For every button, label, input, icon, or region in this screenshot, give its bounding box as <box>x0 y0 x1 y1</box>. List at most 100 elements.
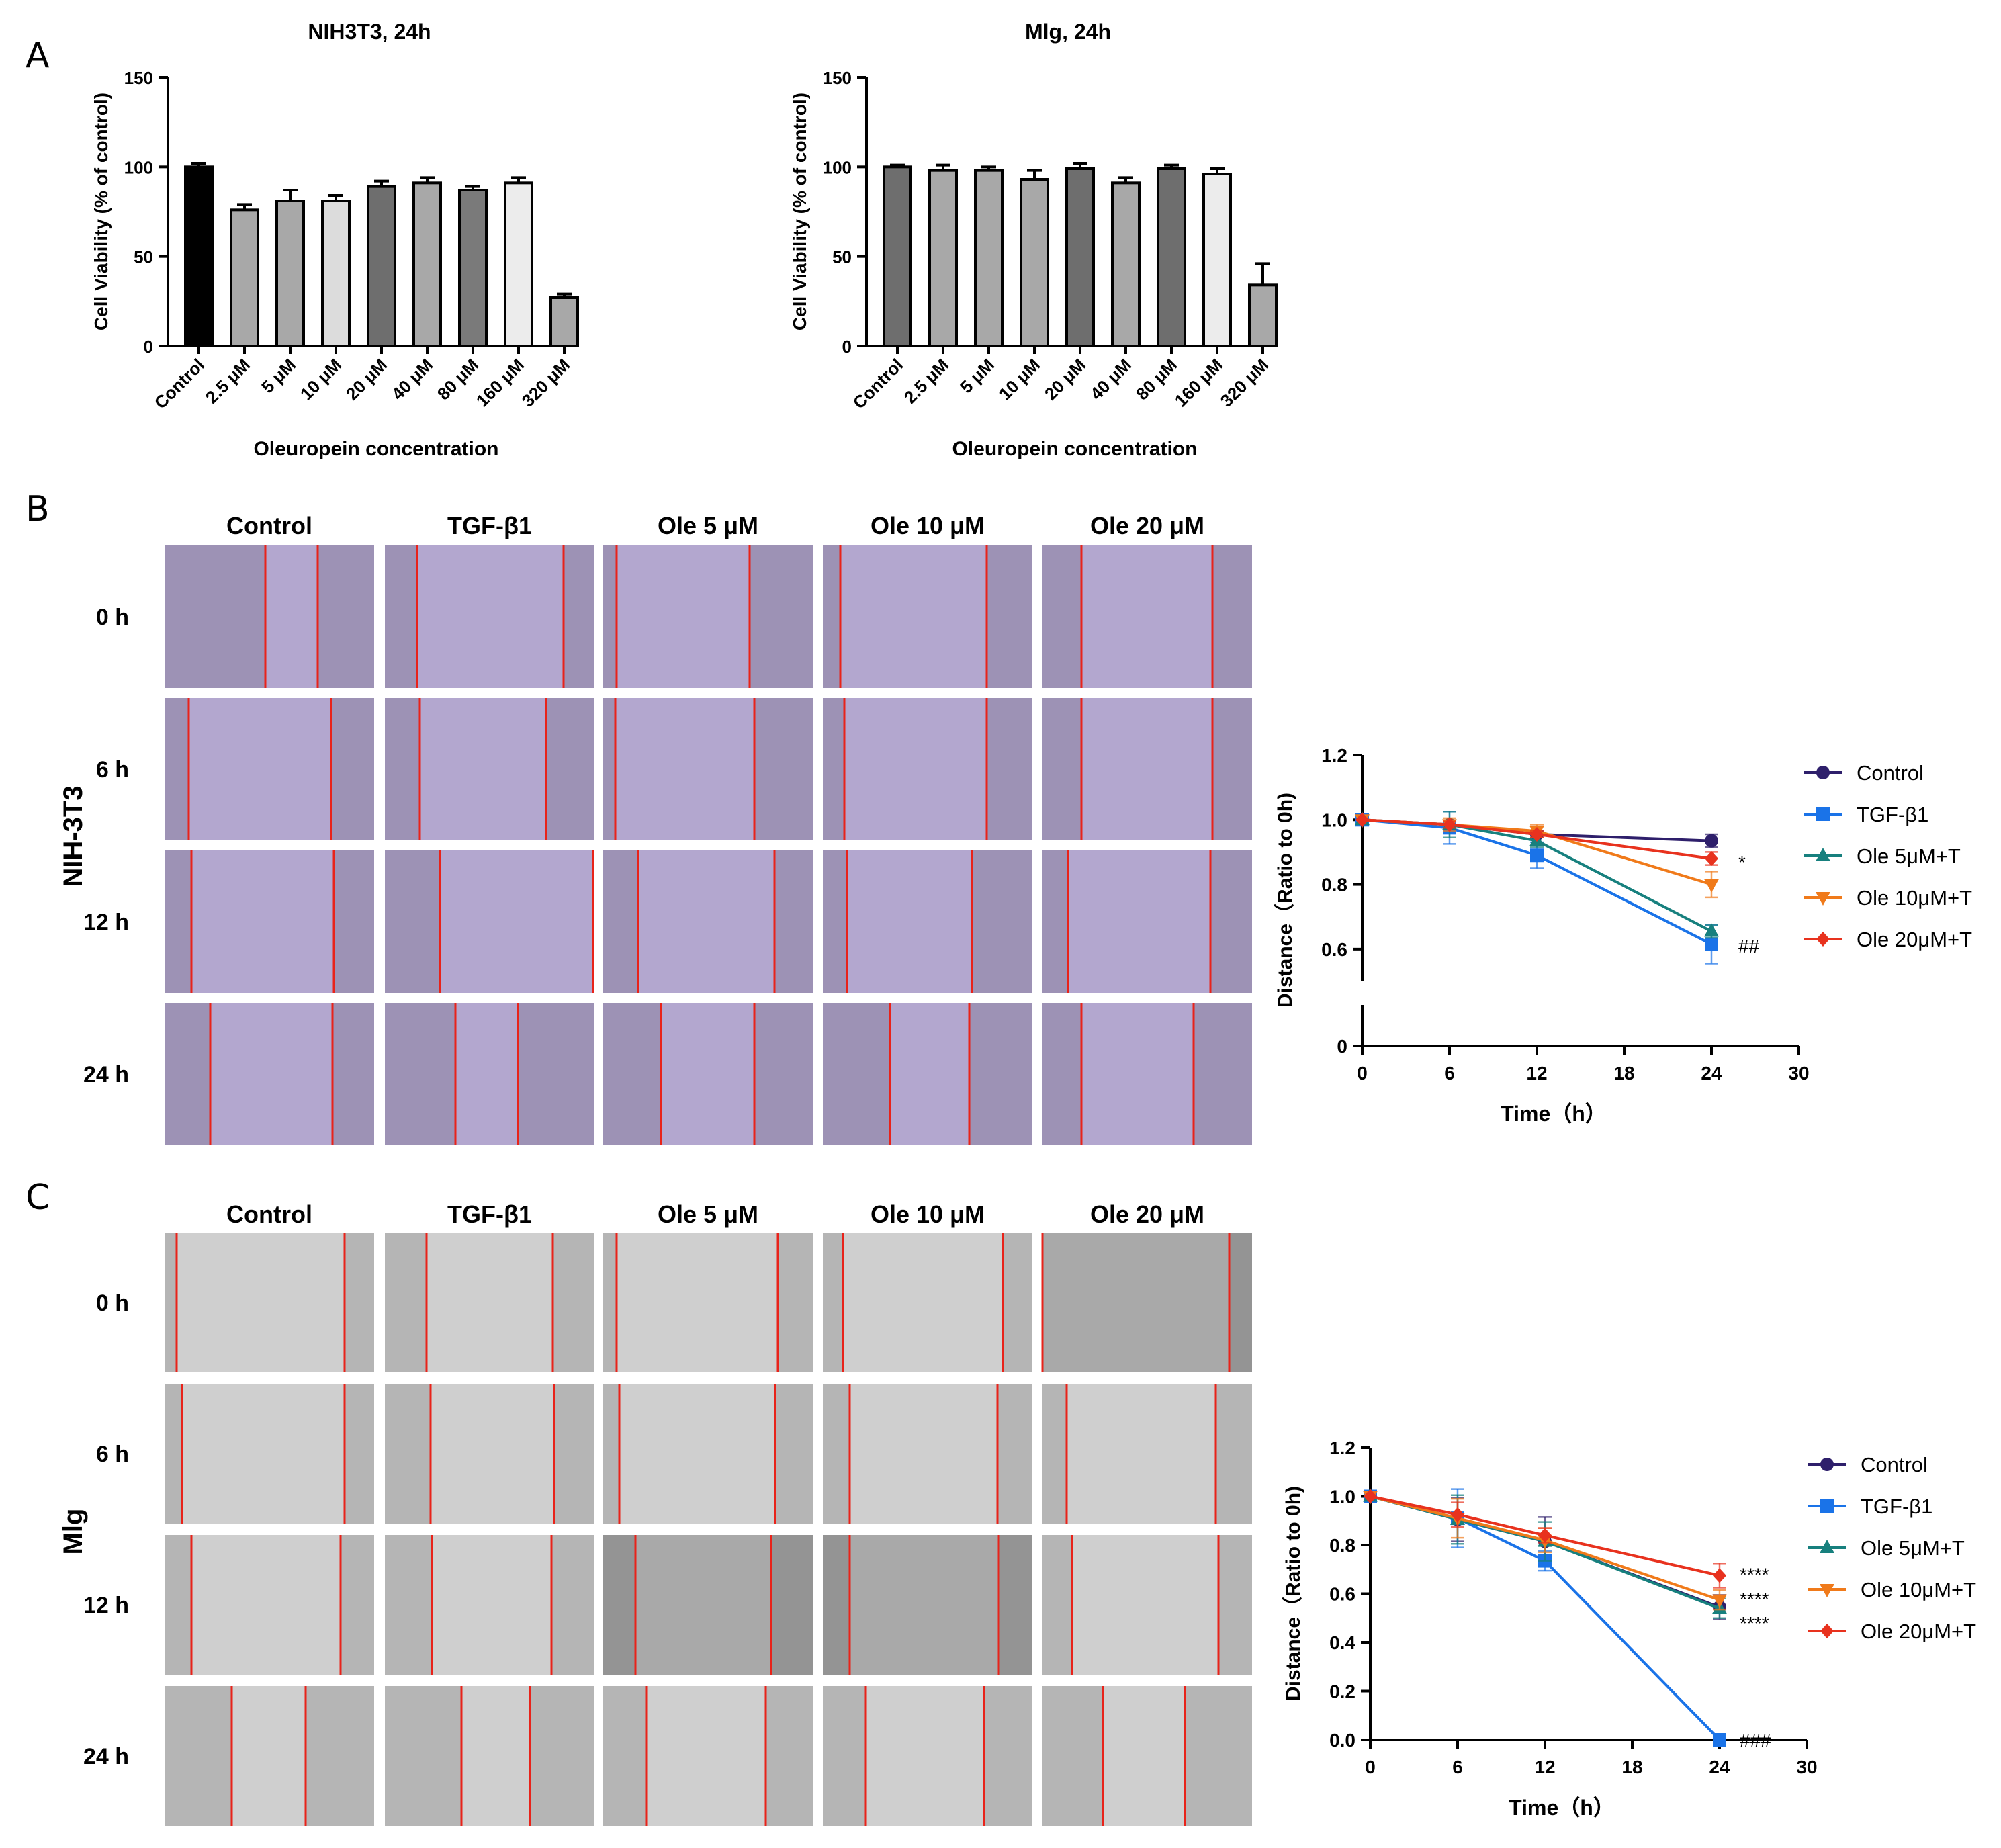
data-point-diamond <box>1451 1507 1464 1522</box>
cell-layer-left <box>1042 545 1081 688</box>
line-chart-mlg: 0 6 12 18 24 30 0.0 0.2 0.4 0.6 0.8 1.0 1.2 Time（h） Di… <box>1282 1438 1976 1820</box>
micrograph <box>385 850 594 993</box>
panel-letter-a: A <box>26 36 50 76</box>
micrograph <box>165 1384 374 1524</box>
cell-layer-right <box>778 1233 813 1372</box>
micrograph <box>1042 1535 1252 1675</box>
series-line <box>1370 1495 1720 1601</box>
cell-layer-left <box>603 1384 619 1524</box>
cell-layer-right <box>1210 850 1252 993</box>
cell-layer-right <box>1212 545 1252 688</box>
cell-layer-right <box>530 1686 594 1826</box>
micrograph <box>823 850 1032 993</box>
bar <box>974 169 1004 348</box>
data-point-diamond <box>1538 1528 1552 1543</box>
cell-layer-left <box>385 1535 432 1675</box>
cell-layer-right <box>774 850 813 993</box>
micrograph <box>603 1384 813 1524</box>
x-tick-label: 160 μM <box>472 355 529 411</box>
y-axis-label: Cell Viability (% of control) <box>91 93 112 331</box>
y-axis-label: Cell Viability (% of control) <box>789 93 810 331</box>
bar <box>1065 167 1095 347</box>
y-tick-label: 0.6 <box>1329 1584 1355 1605</box>
micrograph <box>823 1686 1032 1826</box>
cell-layer-left <box>165 698 189 840</box>
micrograph <box>823 1233 1032 1372</box>
x-tick-label: 10 μM <box>296 355 345 404</box>
micrograph <box>823 698 1032 840</box>
x-tick-label: 2.5 μM <box>202 355 254 407</box>
cell-layer-left <box>165 1384 182 1524</box>
micrograph <box>603 1686 813 1826</box>
micrograph <box>823 545 1032 688</box>
micrograph <box>1042 1233 1252 1372</box>
column-title: TGF-β1 <box>447 512 532 539</box>
cell-layer-right <box>754 1003 813 1145</box>
cell-layer-right <box>318 545 374 688</box>
micrograph <box>385 1003 594 1145</box>
y-tick-label: 0 <box>1337 1036 1347 1057</box>
cell-layer-right <box>1194 1003 1252 1145</box>
significance-annotation: **** <box>1740 1589 1769 1610</box>
bar <box>321 200 351 347</box>
cell-layer-left <box>1042 1535 1072 1675</box>
data-point-square <box>1820 1499 1834 1513</box>
x-tick-label: 24 <box>1709 1757 1730 1777</box>
series-line <box>1362 818 1712 861</box>
cell-layer-right <box>987 698 1032 840</box>
column-title: Ole 5 μM <box>658 1200 758 1228</box>
row-label: 6 h <box>96 757 129 783</box>
bar <box>458 189 488 347</box>
cell-layer-right <box>553 1233 594 1372</box>
micrograph <box>165 1535 374 1675</box>
cell-layer-right <box>1212 698 1252 840</box>
bar <box>275 200 305 347</box>
data-point-diamond <box>1713 1568 1726 1583</box>
cell-layer-right <box>345 1384 374 1524</box>
y-tick-label: 100 <box>124 157 153 177</box>
column-title: Ole 20 μM <box>1090 1200 1204 1228</box>
cell-layer-left <box>823 850 847 993</box>
cell-layer-left <box>165 1003 210 1145</box>
data-point-triangle-down <box>1712 1594 1727 1608</box>
y-tick-label: 0.0 <box>1329 1730 1355 1751</box>
micrograph <box>385 1233 594 1372</box>
y-tick-label: 0 <box>144 337 153 357</box>
x-tick-label: 0 <box>1365 1757 1376 1777</box>
cell-layer-right <box>969 1003 1032 1145</box>
cell-layer-left <box>823 1233 843 1372</box>
x-tick-label: 5 μM <box>257 355 300 397</box>
micrograph <box>165 1003 374 1145</box>
bar-chart-mlg: Mlg, 24h 0 50 100 150 Cell Viability (% of co… <box>789 19 1278 460</box>
x-tick-label: 10 μM <box>995 355 1044 404</box>
data-point-circle <box>1820 1458 1834 1471</box>
cell-layer-right <box>999 1535 1032 1675</box>
data-point-circle <box>1705 834 1718 848</box>
x-axis-label: Time（h） <box>1509 1796 1615 1820</box>
micrograph <box>385 545 594 688</box>
legend-label: Ole 5μM+T <box>1857 844 1961 868</box>
cell-layer-right <box>306 1686 374 1826</box>
micrograph <box>165 1233 374 1372</box>
cell-layer-left <box>1042 1686 1103 1826</box>
significance-annotation: * <box>1738 852 1746 873</box>
legend-label: Ole 10μM+T <box>1857 886 1972 910</box>
cell-layer-right <box>546 698 594 840</box>
cell-line-label-mlg: Mlg <box>58 1509 88 1555</box>
legend-label: Ole 10μM+T <box>1861 1578 1976 1601</box>
micrograph <box>603 545 813 688</box>
row-label: 12 h <box>83 1593 129 1618</box>
cell-layer-right <box>987 545 1032 688</box>
cell-layer-left <box>823 1686 866 1826</box>
micrograph <box>603 1535 813 1675</box>
micrograph <box>385 1384 594 1524</box>
legend-label: Ole 20μM+T <box>1857 928 1972 951</box>
x-tick-label: 2.5 μM <box>900 355 952 407</box>
x-tick-label: 320 μM <box>518 355 574 411</box>
cell-layer-left <box>385 1003 455 1145</box>
legend-label: Control <box>1861 1453 1928 1477</box>
data-point-diamond <box>1820 1624 1834 1638</box>
bar <box>412 181 442 348</box>
cell-layer-right <box>518 1003 594 1145</box>
